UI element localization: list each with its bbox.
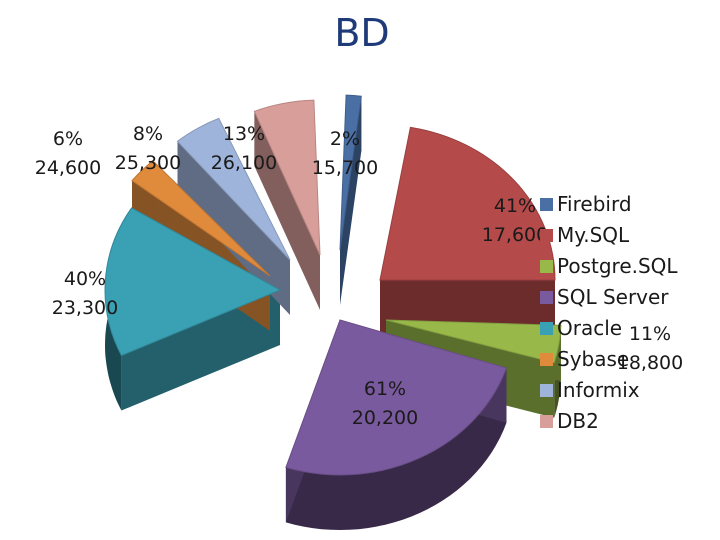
slice-sybase bbox=[131, 160, 271, 277]
pie-slices bbox=[104, 94, 562, 530]
data-label-pct: 2% bbox=[330, 128, 360, 150]
legend-label: Informix bbox=[557, 378, 640, 402]
data-label-pct: 6% bbox=[53, 128, 83, 150]
legend-swatch bbox=[540, 229, 553, 242]
legend-swatch bbox=[540, 353, 553, 366]
legend-swatch bbox=[540, 384, 553, 397]
legend-label: Postgre.SQL bbox=[557, 254, 678, 278]
legend-label: Sybase bbox=[557, 347, 629, 371]
data-label-value: 26,100 bbox=[211, 152, 277, 174]
data-label-pct: 11% bbox=[629, 323, 671, 345]
data-label-value: 20,200 bbox=[352, 407, 418, 429]
data-label-value: 15,700 bbox=[312, 157, 378, 179]
legend-label: SQL Server bbox=[557, 285, 669, 309]
legend-label: My.SQL bbox=[557, 223, 630, 247]
data-label-pct: 8% bbox=[133, 123, 163, 145]
data-label-value: 24,600 bbox=[35, 157, 101, 179]
data-label-value: 18,800 bbox=[617, 352, 683, 374]
data-label-value: 25,300 bbox=[115, 152, 181, 174]
chart-title: BD bbox=[334, 11, 389, 55]
slice-firebird bbox=[339, 94, 362, 251]
data-label-pct: 61% bbox=[364, 378, 406, 400]
legend-swatch bbox=[540, 198, 553, 211]
slice-informix bbox=[176, 117, 291, 261]
data-label-pct: 40% bbox=[64, 268, 106, 290]
data-label-pct: 41% bbox=[494, 195, 536, 217]
slice-db2 bbox=[253, 99, 321, 256]
legend-label: DB2 bbox=[557, 409, 599, 433]
legend-swatch bbox=[540, 260, 553, 273]
data-label-value: 23,300 bbox=[52, 297, 118, 319]
legend-label: Firebird bbox=[557, 192, 632, 216]
legend-swatch bbox=[540, 322, 553, 335]
legend-swatch bbox=[540, 291, 553, 304]
slice-postgre-sql bbox=[385, 319, 562, 364]
legend-swatch bbox=[540, 415, 553, 428]
slice-labels: 2% 15,700 41% 17,600 11% 18,800 61% 20,200 40% 23… bbox=[35, 123, 683, 429]
slice-sql-server bbox=[285, 319, 508, 476]
slice-my-sql bbox=[379, 126, 556, 281]
data-label-pct: 13% bbox=[223, 123, 265, 145]
legend: Firebird My.SQL Postgre.SQL SQL Server Oracl… bbox=[540, 192, 678, 433]
slice-oracle bbox=[104, 207, 282, 357]
data-label-value: 17,600 bbox=[482, 224, 548, 246]
legend-label: Oracle bbox=[557, 316, 622, 340]
